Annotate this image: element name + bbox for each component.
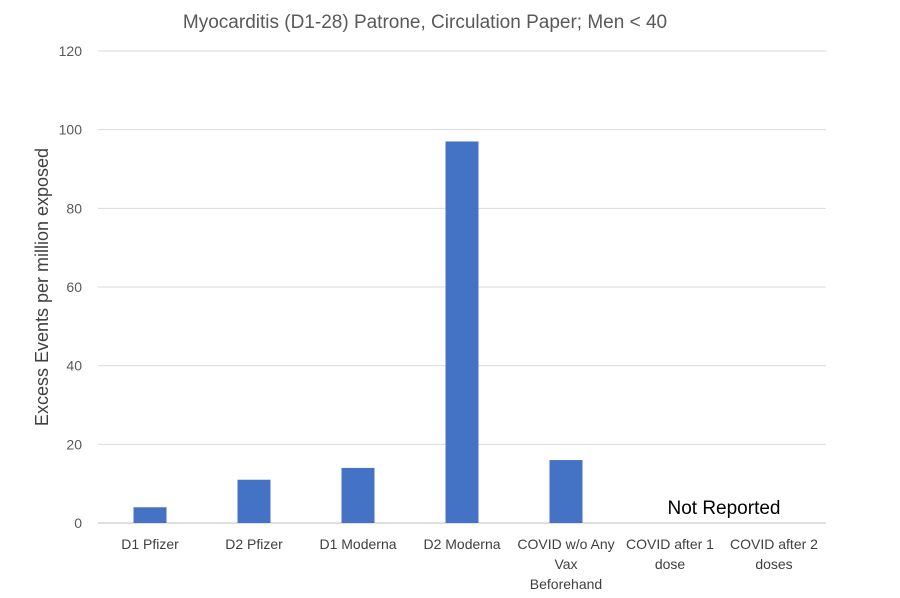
bar [341,467,375,523]
bars [133,141,583,523]
y-tick-label: 40 [66,358,82,374]
bar [549,460,583,523]
y-tick-label: 60 [66,279,82,295]
x-tick-label: COVID after 1 dose [626,536,714,572]
y-tick-label: 0 [74,515,82,531]
y-axis-ticks: 0 20 40 60 80 100 120 [59,43,83,531]
x-tick-label: COVID w/o Any Vax Beforehand [517,536,614,592]
y-tick-label: 80 [66,200,82,216]
y-axis-label: Excess Events per million exposed [32,148,52,426]
chart-title: Myocarditis (D1-28) Patrone, Circulation… [183,12,667,33]
y-tick-label: 100 [59,122,83,138]
x-tick-label: D1 Pfizer [121,536,179,552]
bar [445,141,479,523]
y-tick-label: 120 [59,43,83,59]
bar [133,507,167,523]
x-tick-label: D1 Moderna [319,536,396,552]
x-tick-label: D2 Moderna [423,536,500,552]
x-tick-label: COVID after 2 doses [730,536,818,572]
x-axis-categories: D1 Pfizer D2 Pfizer D1 Moderna D2 Moderna CO… [121,536,818,592]
y-tick-label: 20 [66,436,82,452]
not-reported-annotation: Not Reported [667,498,780,519]
bar [237,479,271,523]
x-tick-label: D2 Pfizer [225,536,283,552]
